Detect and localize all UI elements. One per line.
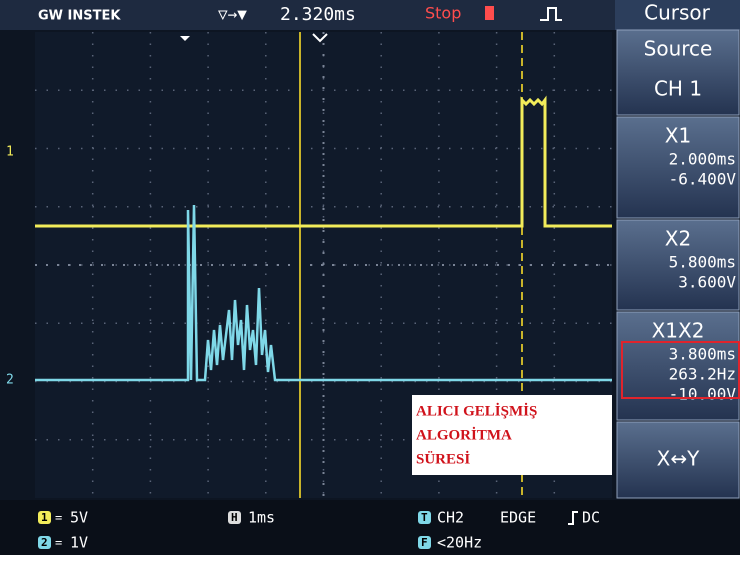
menu-value: 5.800ms: [669, 253, 736, 272]
menu-title: Cursor: [644, 1, 711, 25]
annotation-box: [412, 395, 612, 475]
trigger-source: CH2: [437, 509, 464, 527]
menu-label: Source: [644, 37, 713, 61]
trigger-icon: [540, 7, 562, 21]
menu-item: [616, 421, 740, 499]
edge-icon: [568, 511, 578, 525]
trigger-coupling: DC: [582, 509, 600, 527]
time-scale: 1ms: [248, 509, 275, 527]
ch2-trace: [35, 204, 612, 382]
ch1-marker: 1: [6, 145, 14, 160]
freq-badge-bg: [418, 536, 431, 549]
grid: [35, 32, 612, 498]
menu-value: 3.800ms: [669, 345, 736, 364]
menu-value: -6.400V: [669, 170, 737, 189]
footer-bar: [0, 500, 740, 555]
menu-title-bar: [615, 0, 740, 30]
dc-symbol: =: [55, 536, 62, 550]
menu-item: [616, 29, 740, 116]
ch2-badge-bg: [38, 536, 51, 549]
ch2-scale: 1V: [70, 534, 88, 552]
freq-badge: F: [421, 536, 428, 549]
menu-label: X1X2: [652, 319, 705, 343]
ch1-scale: 5V: [70, 509, 88, 527]
annotation-line: SÜRESİ: [416, 450, 470, 467]
trigger-symbol: ▽→▼: [218, 5, 247, 24]
highlight-box: [621, 341, 740, 399]
header-bar: [0, 0, 615, 30]
position-marker: [312, 33, 328, 43]
annotation-line: ALGORİTMA: [416, 426, 512, 443]
time-badge-bg: [228, 511, 241, 524]
annotation-line: ALICI GELİŞMİŞ: [416, 402, 537, 419]
status: Stop: [425, 4, 461, 23]
menu-item: [616, 219, 740, 311]
ch2-marker: 2: [6, 373, 14, 388]
menu-label: X2: [665, 227, 691, 251]
dc-symbol: =: [55, 511, 62, 525]
menu-item: [616, 116, 740, 219]
menu-label: X↔Y: [657, 447, 700, 471]
menu-value: 2.000ms: [669, 150, 736, 169]
trigger-position: 2.320ms: [280, 4, 356, 25]
ch1-badge-bg: [38, 511, 51, 524]
menu-value: 3.600V: [678, 273, 736, 292]
menu-label: X1: [665, 124, 691, 148]
menu-option: CH 1: [654, 77, 702, 101]
menu-item: [616, 311, 740, 421]
trigger-type: EDGE: [500, 509, 536, 527]
menu-value: 263.2Hz: [669, 365, 736, 384]
trigger-badge: T: [421, 511, 428, 524]
menu-value: -10.00V: [669, 385, 737, 404]
ch2-badge: 2: [41, 536, 48, 549]
status-icon: [485, 6, 494, 20]
menu: Source CH 1 X1 2.000ms-6.400V X2 5.800ms3.600…: [616, 29, 740, 499]
ch1-badge: 1: [41, 511, 48, 524]
ch1-trace: [35, 95, 612, 228]
brand: GW INSTEK: [38, 9, 121, 24]
time-badge: H: [231, 511, 238, 524]
trigger-badge-bg: [418, 511, 431, 524]
trigger-marker: [180, 36, 190, 41]
frequency: <20Hz: [437, 534, 482, 552]
